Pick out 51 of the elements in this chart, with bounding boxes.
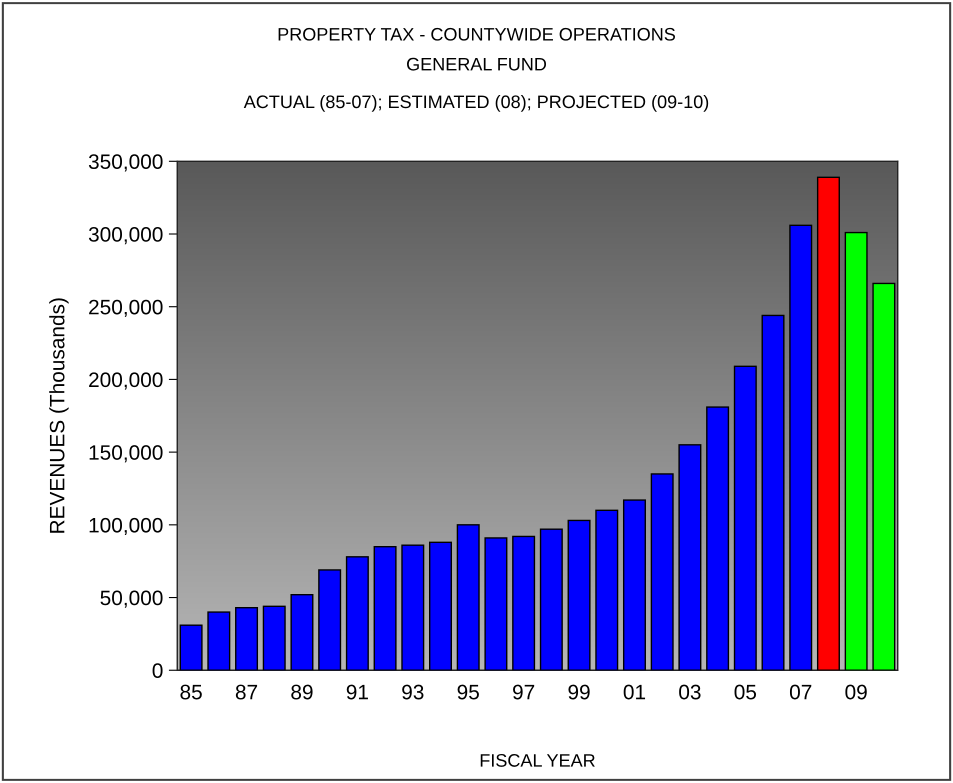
bar [180,624,203,670]
bar [318,569,342,670]
chart-subtitle: ACTUAL (85-07); ESTIMATED (08); PROJECTED (09-10) [244,94,708,112]
x-tick-label: 89 [291,684,313,700]
x-tick-label: 09 [845,684,867,700]
bar [429,542,452,670]
bar [706,406,730,670]
y-tick-label: 0 [152,663,163,678]
bar [622,499,646,670]
y-tick-label: 50,000 [100,590,163,608]
chart-title: PROPERTY TAX - COUNTYWIDE OPERATIONS GENERAL FUND [278,28,675,71]
x-tick-label: 87 [236,684,258,700]
bar [262,606,286,670]
y-tick-label: 200,000 [89,372,163,390]
bar [235,607,258,670]
bar [678,444,702,670]
bar [789,224,812,670]
x-tick-label: 07 [790,684,812,700]
x-tick-label: 97 [513,684,534,700]
bar [401,544,424,670]
y-tick-label: 300,000 [88,227,163,244]
y-tick-label: 100,000 [90,518,163,536]
x-tick-label: 99 [568,684,590,700]
x-tick-label: 91 [346,684,368,700]
y-tick-label: 150,000 [90,445,163,462]
bar [650,473,674,670]
bar [346,556,369,670]
bar [540,528,563,670]
bar [816,176,840,670]
y-tick-label: 250,000 [89,300,163,317]
bar [844,232,868,670]
y-tick-label: 350,000 [88,154,163,172]
x-tick-label: 85 [180,684,202,700]
bar [595,510,618,670]
bar [290,594,314,670]
bar [512,536,536,670]
bar [568,520,591,670]
bar [207,611,230,670]
x-tick-label: 03 [679,684,701,700]
x-tick-label: 01 [624,684,646,700]
bar [456,524,480,670]
bar [484,537,508,670]
bar [734,366,757,670]
x-axis-title: FISCAL YEAR [480,754,595,767]
x-tick-label: 95 [458,684,479,700]
x-tick-label: 05 [734,684,756,700]
x-tick-label: 93 [402,684,424,700]
y-axis-title: REVENUES (Thousands) [49,298,69,533]
bar [872,282,896,670]
bar [374,546,397,670]
bar [762,314,785,670]
